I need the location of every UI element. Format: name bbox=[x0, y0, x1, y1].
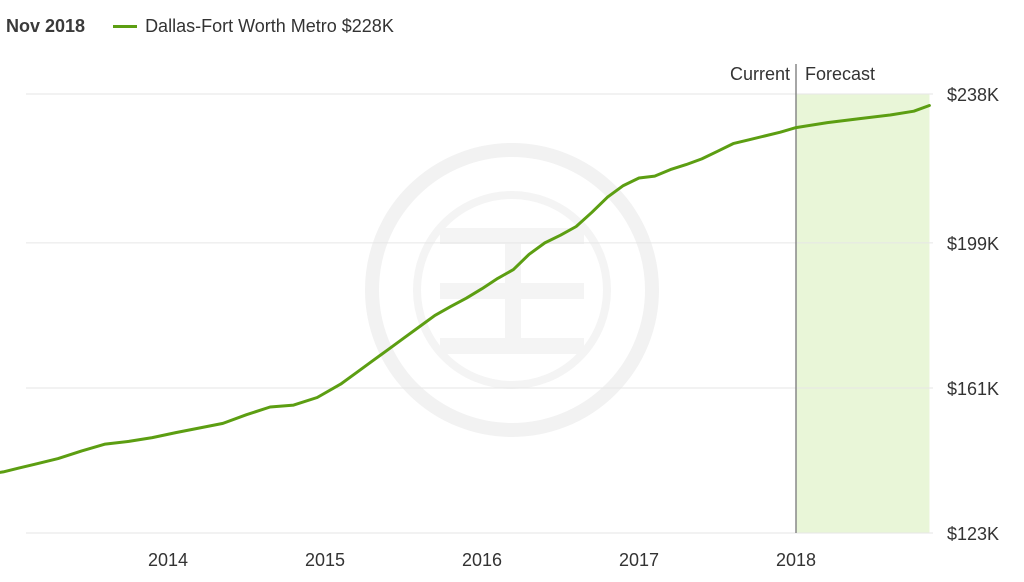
x-tick-label: 2014 bbox=[148, 550, 188, 570]
x-tick-label: 2018 bbox=[776, 550, 816, 570]
watermark-ring bbox=[365, 143, 659, 437]
y-tick-label: $199K bbox=[947, 234, 999, 254]
x-tick-label: 2015 bbox=[305, 550, 345, 570]
series-line bbox=[0, 104, 931, 474]
forecast-band bbox=[796, 94, 930, 533]
watermark-stem bbox=[505, 228, 521, 354]
current-date: Nov 2018 bbox=[6, 15, 86, 36]
watermark-inner-ring bbox=[413, 191, 611, 389]
y-tick-label: $123K bbox=[947, 524, 999, 544]
legend-swatch bbox=[113, 24, 138, 28]
x-tick-label: 2017 bbox=[619, 550, 659, 570]
legend-series-label: Dallas-Fort Worth Metro $228K bbox=[145, 15, 394, 36]
x-tick-label: 2016 bbox=[462, 550, 502, 570]
y-tick-label: $238K bbox=[947, 85, 999, 105]
chart-header: Nov 2018 Dallas-Fort Worth Metro $228K bbox=[6, 13, 394, 39]
y-tick-label: $161K bbox=[947, 379, 999, 399]
forecast-label: Forecast bbox=[805, 64, 875, 84]
current-label: Current bbox=[730, 64, 790, 84]
watermark-logo bbox=[365, 143, 659, 437]
